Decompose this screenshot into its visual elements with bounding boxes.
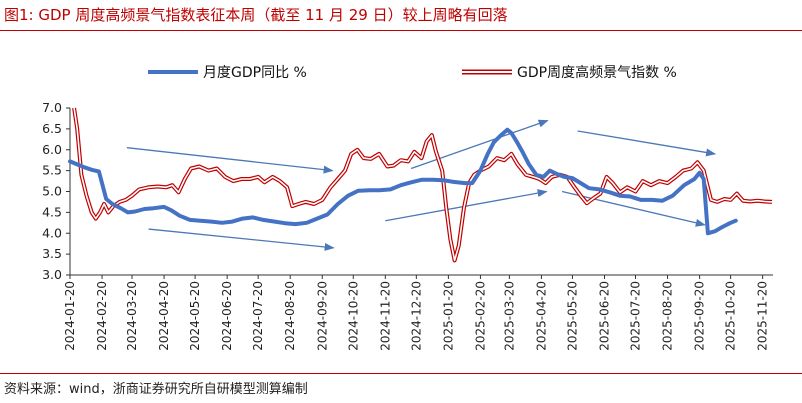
x-tick-label: 2025-06-20 (597, 281, 611, 351)
legend: 月度GDP同比 % GDP周度高频景气指数 % (148, 64, 677, 81)
x-tick-label: 2024-03-20 (125, 281, 139, 351)
series-2-line-inner (73, 107, 773, 262)
x-tick-label: 2025-08-20 (661, 281, 675, 351)
y-tick-label: 3.5 (42, 246, 62, 261)
x-tick-label: 2025-10-20 (724, 281, 738, 351)
trend-arrow (561, 190, 706, 227)
y-tick-label: 6.0 (42, 142, 62, 157)
series-1-line (68, 127, 738, 236)
line-chart: 月度GDP同比 % GDP周度高频景气指数 % 3.0 3.5 4.0 4.5 5.0 5… (42, 64, 773, 351)
x-tick-label: 2024-08-20 (283, 281, 297, 351)
trend-arrow (410, 119, 549, 170)
x-tick-label: 2024-05-20 (188, 281, 202, 351)
source-divider (0, 373, 802, 374)
trend-arrow (148, 228, 335, 251)
x-tick-label: 2024-12-20 (409, 281, 423, 351)
title-divider (0, 30, 802, 31)
x-tick-label: 2025-09-20 (693, 281, 707, 351)
source-note: 资料来源：wind，浙商证券研究所自研模型测算编制 (4, 382, 308, 397)
x-tick-label: 2025-07-20 (629, 281, 643, 351)
legend-label-series-1: 月度GDP同比 % (203, 65, 307, 81)
x-tick-label: 2025-04-20 (534, 281, 548, 351)
x-tick-label: 2024-04-20 (157, 281, 171, 351)
trend-arrow (126, 147, 334, 174)
x-tick-label: 2025-02-20 (473, 281, 487, 351)
y-tick-label: 5.5 (42, 163, 62, 178)
trend-arrows (126, 119, 717, 251)
y-tick-label: 4.5 (42, 204, 62, 219)
y-tick-label: 6.5 (42, 121, 62, 136)
figure-title: 图1: GDP 周度高频景气指数表征本周（截至 11 月 29 日）较上周略有回… (4, 6, 508, 24)
x-tick-label: 2025-03-20 (502, 281, 516, 351)
trend-arrow (577, 130, 717, 157)
y-tick-label: 4.0 (42, 225, 62, 240)
x-tick-label: 2025-05-20 (565, 281, 579, 351)
y-tick-label: 7.0 (42, 100, 62, 115)
x-tick-label: 2024-09-20 (315, 281, 329, 351)
plot-area (68, 107, 773, 263)
legend-label-series-2: GDP周度高频景气指数 % (517, 64, 677, 81)
axes: 3.0 3.5 4.0 4.5 5.0 5.5 6.0 6.5 7.0 2024-01-20 202… (42, 100, 773, 351)
y-tick-label: 5.0 (42, 184, 62, 199)
x-tick-label: 2024-10-20 (346, 281, 360, 351)
series-2-line-outer (72, 107, 773, 263)
x-tick-label: 2025-11-20 (756, 281, 770, 351)
x-tick-label: 2025-01-20 (441, 281, 455, 351)
x-tick-label: 2024-02-20 (95, 281, 109, 351)
x-tick-label: 2024-01-20 (63, 281, 77, 351)
x-tick-label: 2024-07-20 (251, 281, 265, 351)
x-tick-label: 2024-06-20 (220, 281, 234, 351)
x-tick-label: 2024-11-20 (378, 281, 392, 351)
y-tick-label: 3.0 (42, 267, 62, 282)
